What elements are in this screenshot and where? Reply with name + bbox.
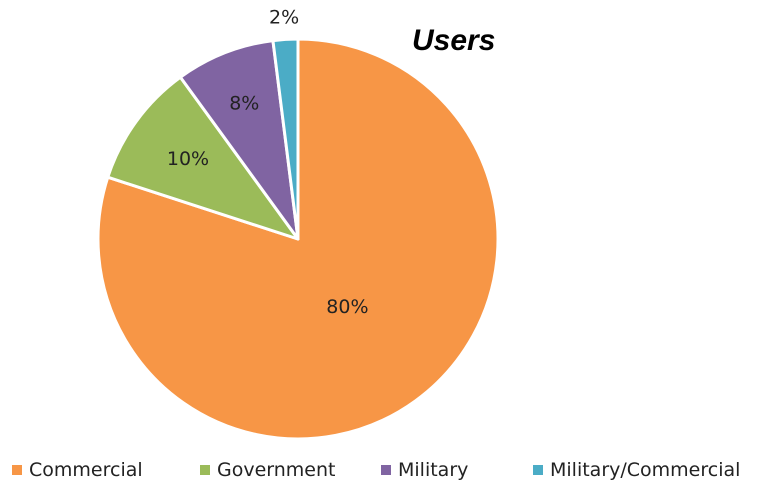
pie-slice-government — [106, 75, 300, 241]
data-label-commercial: 80% — [326, 296, 368, 318]
legend-item-military-commercial: Military/Commercial — [533, 459, 740, 481]
legend-item-military: Military — [381, 459, 468, 481]
legend-item-commercial: Commercial — [12, 459, 143, 481]
legend-swatch-commercial — [12, 465, 22, 475]
data-label-government: 10% — [167, 148, 209, 170]
data-label-military-commercial: 2% — [269, 6, 299, 28]
legend-item-government: Government — [200, 459, 336, 481]
legend-label-military: Military — [398, 459, 468, 481]
pie-slices — [96, 37, 500, 441]
data-label-military: 8% — [229, 92, 259, 114]
pie-slice-military-commercial — [271, 37, 300, 241]
legend: Commercial Government Military Military/Com… — [12, 459, 740, 481]
legend-swatch-government — [200, 465, 210, 475]
legend-swatch-military-commercial — [533, 465, 543, 475]
legend-swatch-military — [381, 465, 391, 475]
legend-label-government: Government — [217, 459, 336, 481]
legend-label-military-commercial: Military/Commercial — [550, 459, 740, 481]
pie-slice-military — [178, 39, 300, 241]
chart-title: Users — [412, 24, 495, 57]
data-labels: 80% 10% 8% 2% — [167, 6, 369, 318]
legend-label-commercial: Commercial — [29, 459, 143, 481]
